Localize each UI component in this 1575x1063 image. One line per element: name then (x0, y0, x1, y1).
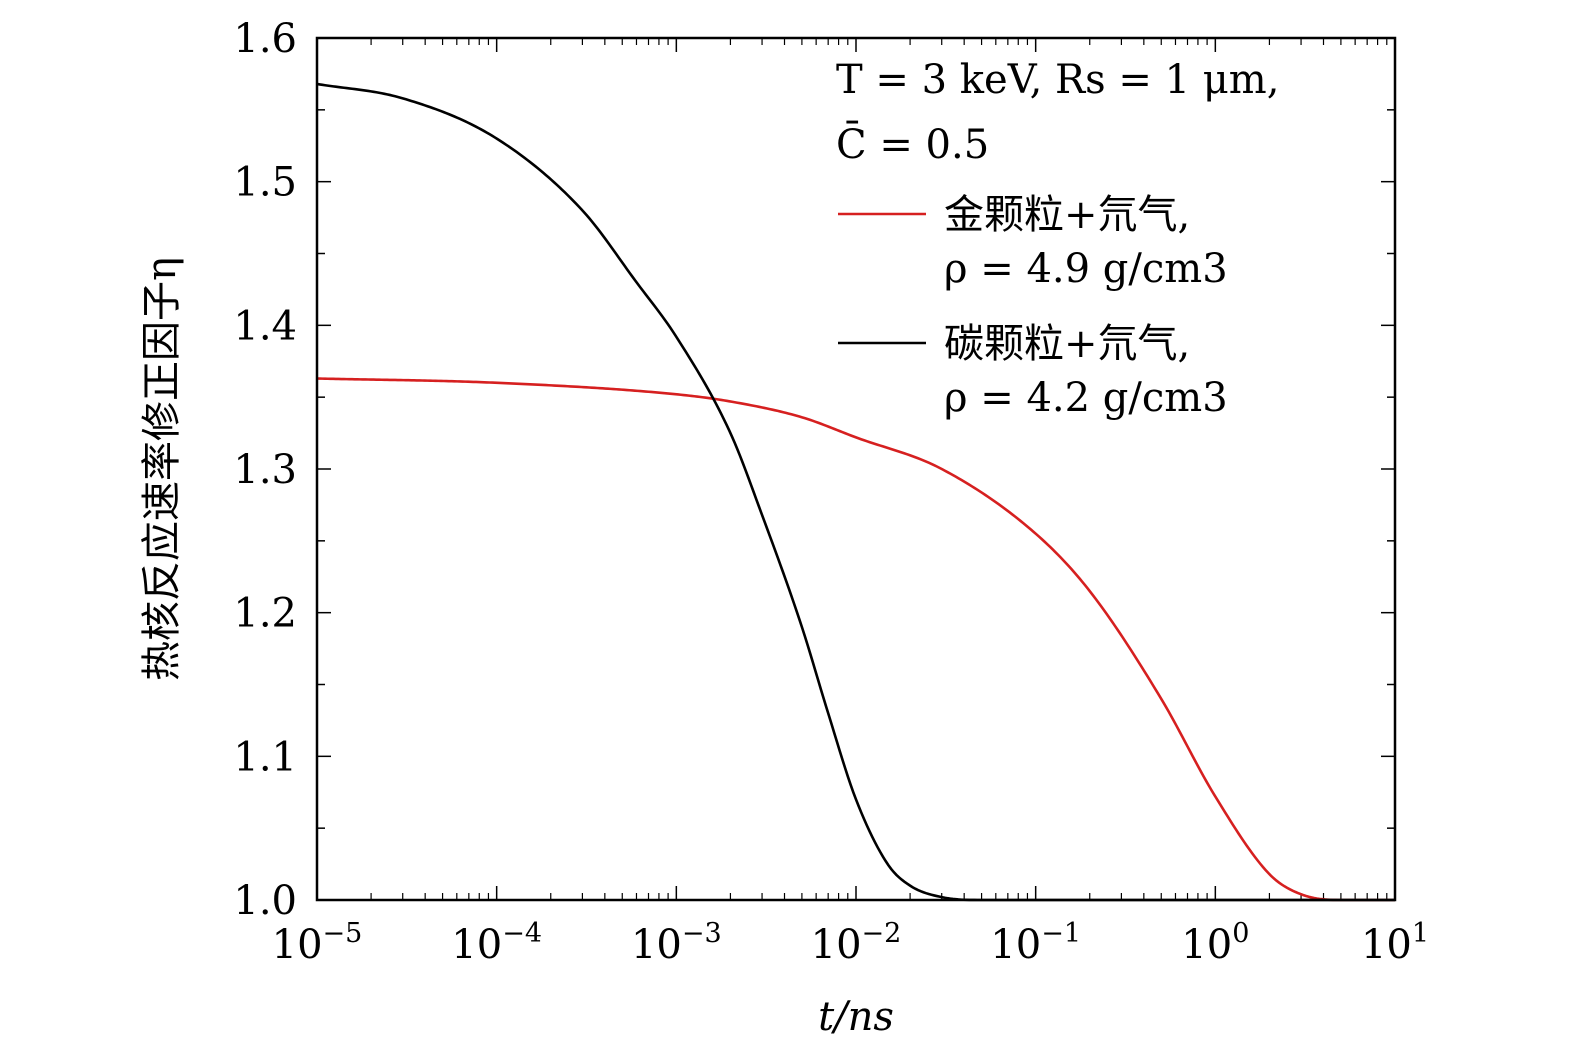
x-tick-label: 101 (1361, 918, 1429, 968)
x-tick-label: 10−3 (631, 918, 722, 968)
legend-sub-gold: ρ = 4.9 g/cm3 (944, 246, 1228, 292)
series-line-0 (316, 377, 1395, 902)
y-tick-label: 1.2 (233, 591, 297, 637)
annotation: T = 3 keV, Rs = 1 μm, C̄ = 0.5 (836, 57, 1279, 168)
plot-frame (315, 36, 1397, 902)
y-tick-label: 1.0 (233, 878, 297, 924)
y-tick-label: 1.1 (233, 734, 297, 780)
y-tick-labels: 1.0 1.1 1.2 1.3 1.4 1.5 1.6 (233, 16, 297, 924)
legend-sub-carbon: ρ = 4.2 g/cm3 (944, 375, 1228, 421)
y-tick-label: 1.3 (233, 447, 297, 493)
x-tick-label: 10−1 (990, 918, 1081, 968)
y-tick-label: 1.4 (233, 303, 297, 349)
legend: 金颗粒+氘气, ρ = 4.9 g/cm3 碳颗粒+氘气, ρ = 4.2 g/… (838, 192, 1228, 421)
y-axis-title: 热核反应速率修正因子η (139, 257, 185, 681)
x-tick-labels: 10−5 10−4 10−3 10−2 10−1 100 101 (272, 918, 1429, 968)
legend-label-gold: 金颗粒+氘气, (944, 192, 1190, 238)
y-tick-label: 1.6 (233, 16, 297, 62)
x-tick-label: 100 (1181, 918, 1249, 968)
x-axis-title: t/ns (818, 994, 894, 1040)
x-tick-label: 10−2 (811, 918, 902, 968)
legend-label-carbon: 碳颗粒+氘气, (944, 321, 1190, 367)
series-layer (316, 82, 1395, 902)
annotation-line-1: T = 3 keV, Rs = 1 μm, (836, 57, 1279, 103)
annotation-line-2: C̄ = 0.5 (836, 121, 989, 168)
x-tick-label: 10−4 (451, 918, 542, 968)
series-line-1 (316, 82, 1395, 902)
y-tick-label: 1.5 (233, 160, 297, 206)
x-tick-label: 10−5 (272, 918, 363, 968)
